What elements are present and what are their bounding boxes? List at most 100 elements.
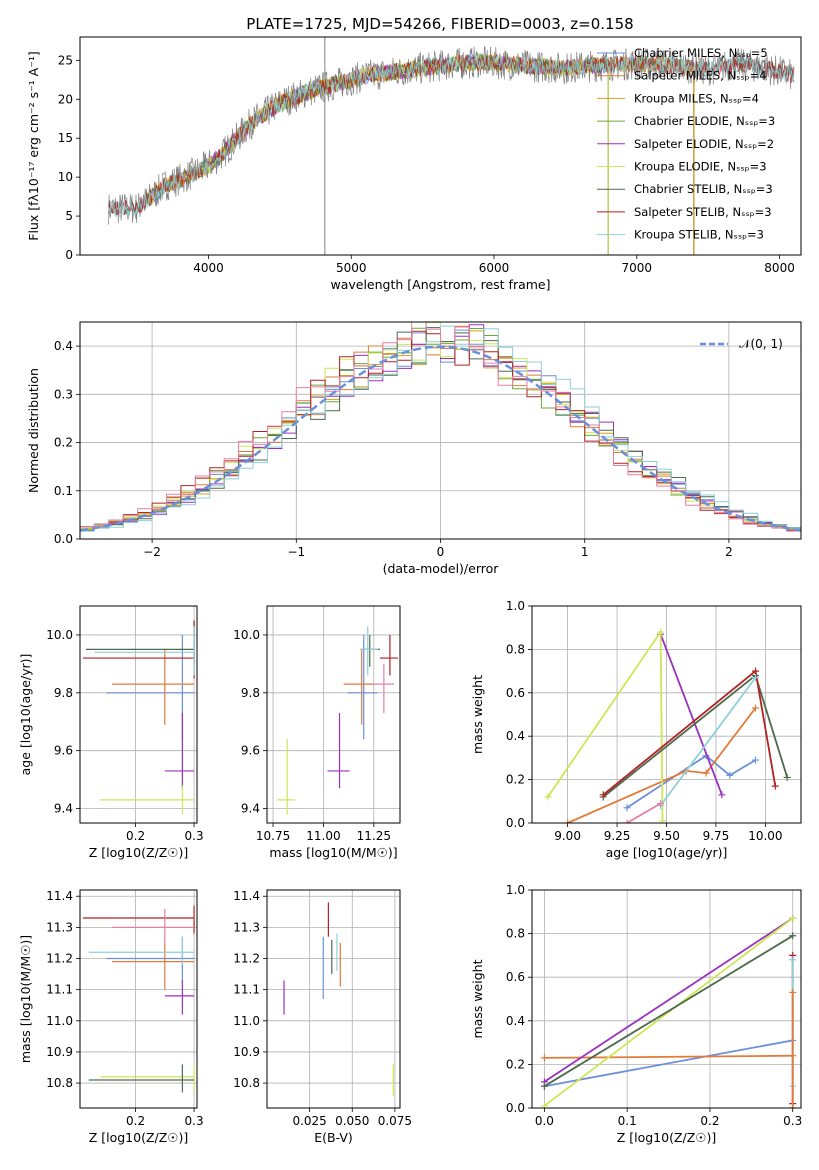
tick-label-y: 0.4 <box>54 339 73 353</box>
tick-label-x: 0.3 <box>185 1114 204 1128</box>
legend-label: Salpeter STELIB, Nₛₛₚ=3 <box>634 205 772 219</box>
x-axis-label: (data-model)/error <box>383 561 500 576</box>
model-line <box>108 53 795 218</box>
tick-label-x: 5000 <box>336 261 367 275</box>
tick-label-y: 0.0 <box>506 816 525 830</box>
tick-label-x: 4000 <box>193 261 224 275</box>
tick-label-x: 6000 <box>479 261 510 275</box>
tick-label-y: 11.2 <box>46 952 73 966</box>
plot-area-residuals <box>80 322 801 532</box>
tick-label-x: 0.075 <box>378 1114 412 1128</box>
tick-label-x: 0.0 <box>535 1114 554 1128</box>
weight-line <box>543 917 794 1083</box>
tick-label-x: 7000 <box>622 261 653 275</box>
x-axis-label: wavelength [Angstrom, rest frame] <box>330 277 550 292</box>
x-axis-label: age [log10(age/yr)] <box>606 845 728 860</box>
tick-label-y: 0.8 <box>506 642 525 656</box>
tick-label-y: 10 <box>58 170 73 184</box>
figure-title: PLATE=1725, MJD=54266, FIBERID=0003, z=0… <box>246 15 633 33</box>
tick-label-y: 20 <box>58 92 73 106</box>
tick-label-y: 11.4 <box>233 889 260 903</box>
weight-marker <box>752 704 760 712</box>
x-axis-label: mass [log10(M/M☉)] <box>269 845 397 860</box>
tick-label-y: 0.0 <box>54 532 73 546</box>
tick-label-y: 9.4 <box>241 802 260 816</box>
weight-marker <box>702 769 710 777</box>
legend-spectrum: Chabrier MILES, Nₛₛₚ=5 Salpeter MILES, Nₛ… <box>597 46 775 242</box>
y-axis-label: mass [log10(M/M☉)] <box>18 935 33 1063</box>
legend-label: Salpeter MILES, Nₛₛₚ=4 <box>634 69 767 83</box>
weight-marker <box>752 667 760 675</box>
tick-label-y: 11.2 <box>233 952 260 966</box>
tick-label-x: 10.00 <box>748 829 782 843</box>
tick-label-x: 0 <box>437 545 445 559</box>
tick-label-y: 15 <box>58 131 73 145</box>
weight-marker <box>789 988 797 996</box>
plot-mass_vs_Z: 0.2 0.3 10.8 10.9 11.0 11.1 11.2 11.3 11.4 Z [log… <box>18 889 204 1145</box>
tick-label-x: 0.2 <box>700 1114 719 1128</box>
plot-area-mass_vs_Z <box>82 905 195 1093</box>
legend-label: Kroupa STELIB, Nₛₛₚ=3 <box>634 228 764 242</box>
tick-label-y: 10.9 <box>233 1045 260 1059</box>
tick-label-x: 9.75 <box>703 829 730 843</box>
axes-frame <box>79 889 198 1109</box>
tick-label-y: 10.0 <box>46 628 73 642</box>
tick-label-y: 9.8 <box>54 686 73 700</box>
tick-label-y: 11.3 <box>233 920 260 934</box>
legend-label: Kroupa ELODIE, Nₛₛₚ=3 <box>634 160 767 174</box>
tick-label-y: 0.4 <box>506 729 525 743</box>
tick-label-y: 11.0 <box>46 1014 73 1028</box>
weight-line <box>543 935 794 1087</box>
plot-residuals: −2 −1 0 1 2 0.0 0.1 0.2 0.3 0.4 (data-model)/error… <box>26 321 802 576</box>
tick-label-y: 0.2 <box>506 773 525 787</box>
tick-label-x: 11.00 <box>306 829 340 843</box>
legend-label: Salpeter ELODIE, Nₛₛₚ=2 <box>634 137 774 151</box>
legend-label: Kroupa MILES, Nₛₛₚ=4 <box>634 91 759 105</box>
plot-area-age_vs_Z <box>82 620 195 815</box>
x-axis-label: E(B-V) <box>314 1130 353 1145</box>
residual-histogram <box>80 322 801 532</box>
tick-label-y: 0.6 <box>506 970 525 984</box>
y-axis-label: Normed distribution <box>26 368 41 493</box>
tick-label-y: 10.9 <box>46 1045 73 1059</box>
axes-frame <box>79 605 198 824</box>
plot-age_vs_Z: 0.2 0.3 9.4 9.6 9.8 10.0 Z [log10(Z/Z☉)] age [l… <box>18 605 204 860</box>
plot-area-weight_vs_Z <box>540 914 797 1108</box>
axes-frame <box>79 36 802 256</box>
weight-line <box>567 707 757 823</box>
tick-label-y: 0.8 <box>506 927 525 941</box>
plot-area-age_vs_mass <box>277 626 398 815</box>
tick-label-x: 0.2 <box>126 1114 145 1128</box>
axes-frame <box>266 605 401 824</box>
tick-label-y: 10.0 <box>233 628 260 642</box>
weight-marker <box>752 756 760 764</box>
x-axis-label: Z [log10(Z/Z☉)] <box>617 1130 717 1145</box>
normal-curve <box>80 345 801 532</box>
tick-label-x: 2 <box>725 545 733 559</box>
weight-marker <box>540 1054 548 1062</box>
tick-label-y: 10.8 <box>46 1076 73 1090</box>
tick-label-x: 0.1 <box>618 1114 637 1128</box>
tick-label-y: 0.6 <box>506 686 525 700</box>
plot-mass_vs_EBV: 0.025 0.050 0.075 10.8 10.9 11.0 11.1 11.2 11.3 1… <box>233 889 412 1145</box>
tick-label-x: 0.050 <box>335 1114 369 1128</box>
tick-label-x: 0.3 <box>783 1114 802 1128</box>
weight-line <box>544 1054 793 1059</box>
weight-marker <box>599 791 607 799</box>
tick-label-y: 0.4 <box>506 1014 525 1028</box>
weight-marker <box>659 817 667 823</box>
tick-label-y: 11.3 <box>46 920 73 934</box>
tick-label-x: −2 <box>143 545 161 559</box>
weight-line <box>626 754 756 809</box>
plot-age_vs_mass: 10.75 11.00 11.25 9.4 9.6 9.8 10.0 mass [log10(… <box>233 605 401 860</box>
weight-marker <box>623 804 631 812</box>
tick-label-y: 11.1 <box>46 983 73 997</box>
y-axis-label: mass weight <box>470 959 485 1038</box>
plot-area-spectrum <box>108 37 795 255</box>
tick-label-x: 10.75 <box>256 829 290 843</box>
plot-area-weight_vs_age <box>544 628 791 823</box>
axes-frame <box>266 889 401 1109</box>
tick-label-y: 0.2 <box>506 1057 525 1071</box>
weight-marker <box>544 793 552 801</box>
weight-marker <box>564 819 572 823</box>
